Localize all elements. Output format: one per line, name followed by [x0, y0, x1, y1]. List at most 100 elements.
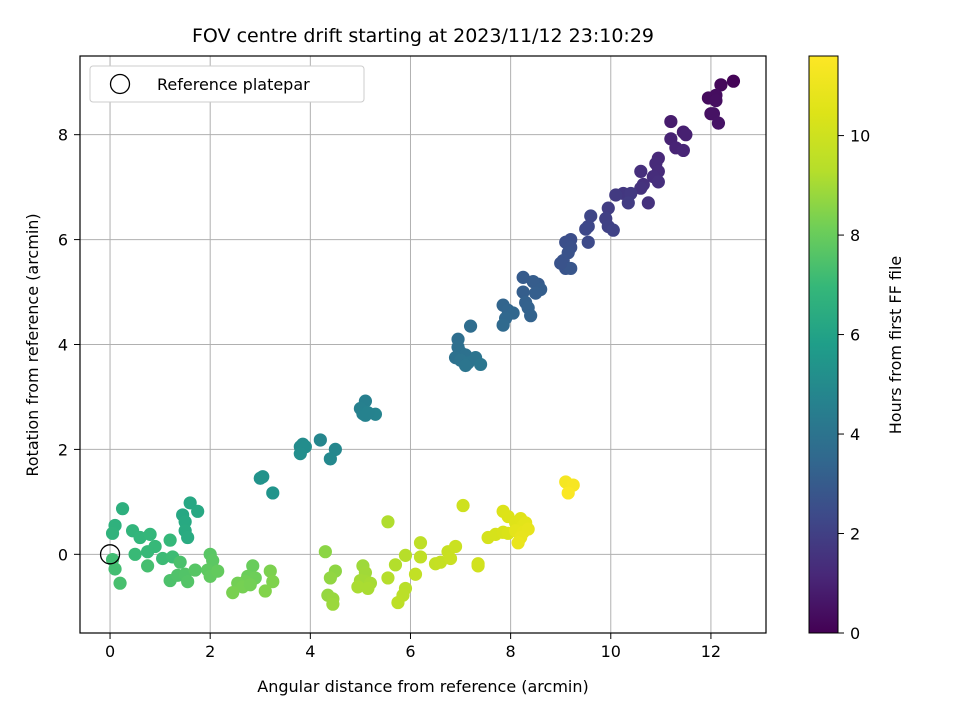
data-point [408, 567, 423, 581]
data-point [413, 536, 428, 550]
data-point [181, 574, 195, 589]
data-point [266, 574, 280, 589]
data-point [323, 452, 337, 466]
data-point [246, 559, 260, 573]
chart-title: FOV centre drift starting at 2023/11/12 … [192, 25, 654, 47]
data-point [211, 564, 225, 578]
x-tick-label: 8 [506, 642, 516, 661]
data-point [679, 128, 693, 142]
data-point [606, 223, 620, 237]
data-point [516, 270, 530, 284]
data-point [226, 586, 240, 600]
data-point [456, 498, 470, 513]
data-point [143, 527, 157, 541]
colorbar-label: Hours from first FF file [886, 256, 905, 435]
data-point [634, 181, 648, 195]
data-point [524, 309, 538, 323]
data-point [183, 496, 197, 510]
x-axis-ticks: 0 2 4 6 8 10 12 [105, 633, 721, 661]
data-point [676, 143, 690, 158]
data-point [521, 522, 535, 536]
data-point [581, 235, 595, 249]
data-point [266, 486, 280, 500]
data-point [391, 595, 405, 610]
data-point [443, 551, 458, 566]
data-point [609, 188, 623, 202]
y-axis-ticks: 0 2 4 6 8 [58, 126, 80, 564]
data-point [108, 562, 122, 576]
colorbar-tick-label: 8 [850, 226, 860, 245]
data-point [516, 285, 530, 299]
colorbar: 0 2 4 6 8 10 Hours from first FF file [808, 55, 905, 643]
data-point [140, 545, 155, 559]
data-point [433, 555, 448, 569]
y-tick-label: 2 [58, 440, 68, 459]
data-point [621, 196, 635, 210]
x-tick-label: 12 [701, 642, 721, 661]
data-point [651, 175, 665, 189]
data-point [163, 533, 177, 547]
colorbar-ticks: 0 2 4 6 8 10 [838, 127, 870, 643]
data-point [381, 515, 395, 529]
y-axis-label: Rotation from reference (arcmin) [23, 213, 42, 476]
data-point [511, 536, 525, 550]
data-point [381, 571, 395, 585]
data-point [584, 209, 598, 223]
y-tick-label: 4 [58, 336, 68, 355]
data-point [641, 196, 655, 210]
data-point [463, 319, 478, 333]
x-tick-label: 0 [105, 642, 115, 661]
data-point [133, 530, 147, 545]
data-points [105, 74, 741, 611]
data-point [664, 114, 678, 129]
x-tick-label: 2 [205, 642, 215, 661]
data-point [458, 358, 473, 373]
data-point [471, 559, 485, 573]
data-point [181, 530, 195, 545]
x-tick-label: 6 [405, 642, 415, 661]
data-point [496, 318, 510, 332]
colorbar-tick-label: 2 [850, 525, 860, 544]
data-point [140, 559, 155, 573]
data-point [711, 116, 726, 130]
data-point [113, 576, 127, 590]
data-point [529, 286, 543, 300]
x-axis-label: Angular distance from reference (arcmin) [257, 677, 588, 696]
legend-box [89, 65, 365, 103]
data-point [105, 526, 120, 540]
data-point [388, 558, 403, 572]
x-tick-label: 4 [305, 642, 315, 661]
data-point [726, 74, 741, 88]
data-point [601, 201, 615, 215]
data-point [326, 597, 340, 611]
colorbar-tick-label: 4 [850, 425, 860, 444]
data-point [714, 78, 728, 92]
data-point [115, 502, 130, 516]
data-point [579, 222, 593, 236]
data-point [448, 539, 463, 554]
colorbar-tick-label: 10 [850, 127, 870, 146]
data-point [323, 571, 337, 585]
reference-marker-group [99, 544, 121, 565]
x-tick-label: 10 [601, 642, 621, 661]
data-point [564, 261, 578, 276]
reference-point-marker [99, 544, 121, 565]
data-point [313, 433, 327, 447]
data-point [318, 545, 332, 559]
data-point [253, 471, 267, 485]
data-point [351, 580, 365, 594]
data-point [243, 578, 257, 592]
data-point [293, 447, 307, 461]
legend-marker [109, 73, 131, 95]
data-point [413, 550, 428, 564]
data-point [173, 555, 187, 569]
data-point [561, 486, 575, 500]
data-point [398, 548, 413, 562]
y-tick-label: 8 [58, 126, 68, 145]
colorbar-tick-label: 0 [850, 624, 860, 643]
data-point [188, 563, 202, 577]
y-tick-label: 0 [58, 545, 68, 564]
legend: Reference platepar [89, 65, 365, 103]
data-point [263, 564, 277, 578]
